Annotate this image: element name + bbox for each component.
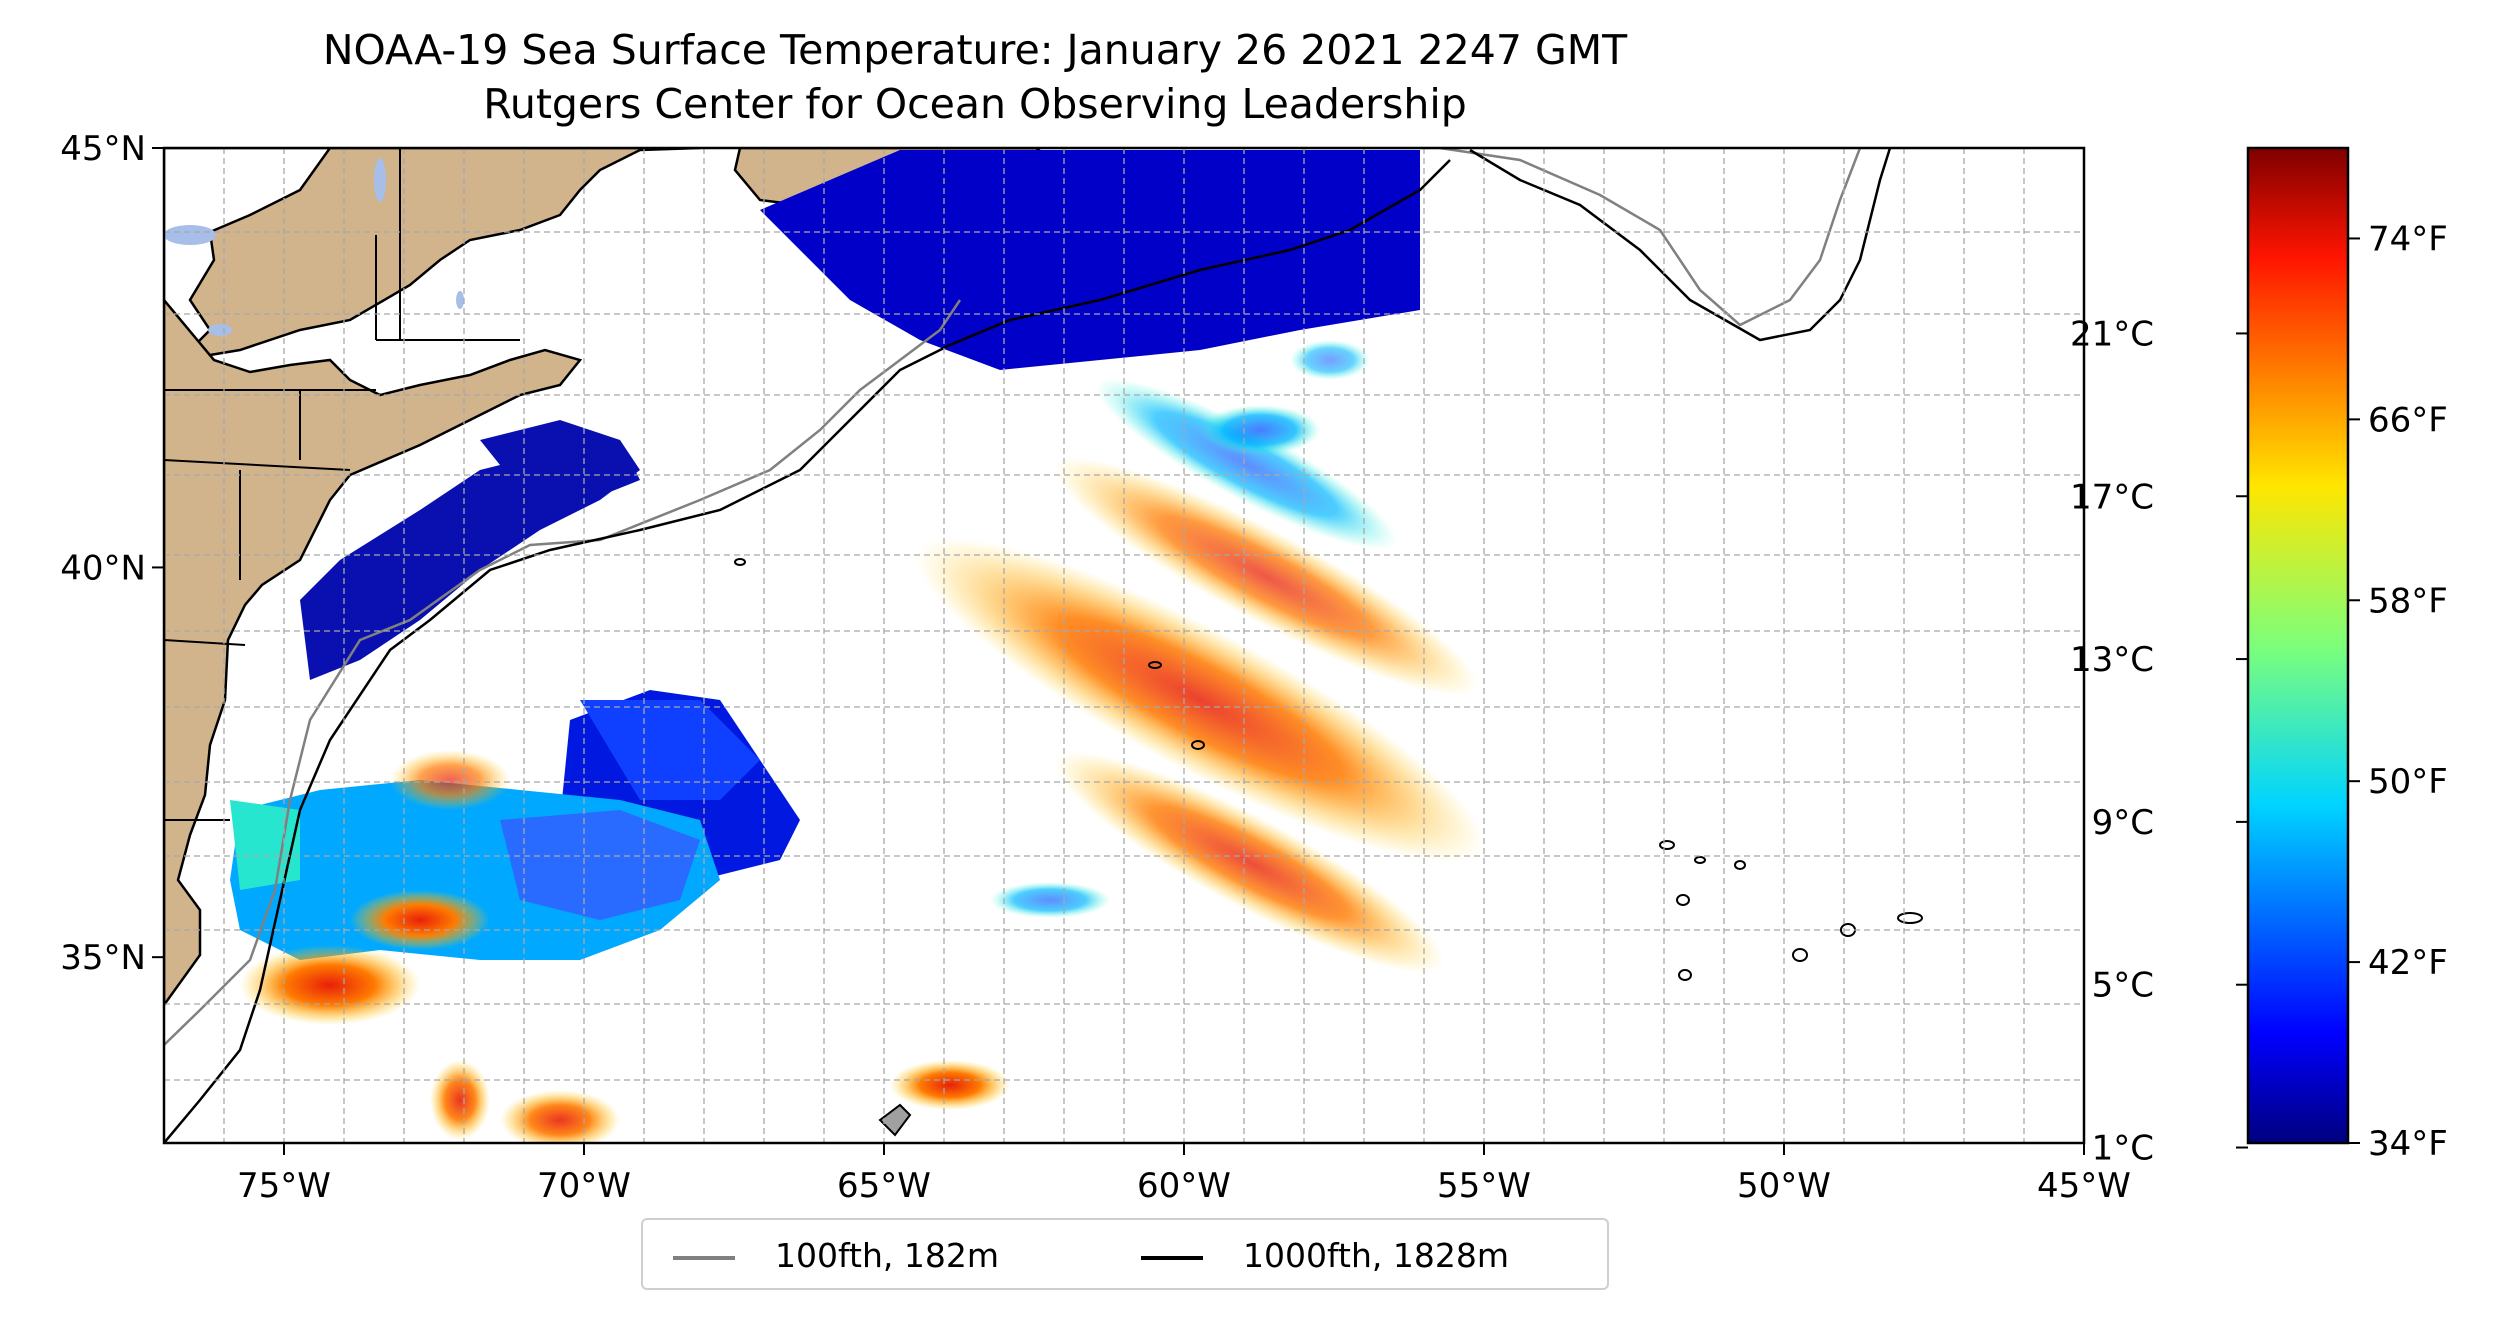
cbar-c-tick-label: 21°C — [2070, 314, 2154, 354]
lon-tick-label: 55°W — [1437, 1166, 1531, 1206]
gridlines — [164, 148, 2084, 1143]
land-mass-east-coast — [164, 148, 583, 1008]
cbar-f-tick-label: 58°F — [2368, 581, 2448, 621]
legend: 100fth, 182m 1000fth, 1828m — [641, 1218, 1609, 1290]
cbar-c-tick-label: 17°C — [2070, 477, 2154, 517]
chart-title: NOAA-19 Sea Surface Temperature: January… — [322, 26, 1628, 74]
longitude-axis: 75°W 70°W 65°W 60°W 55°W 50°W 45°W — [237, 1143, 2131, 1206]
land-mass — [164, 148, 701, 362]
chart-subtitle: Rutgers Center for Ocean Observing Leade… — [483, 80, 1467, 128]
lakes — [164, 158, 464, 336]
legend-line-1000fth — [1141, 1256, 1203, 1260]
state-borders — [164, 148, 520, 821]
cbar-f-tick-label: 50°F — [2368, 762, 2448, 802]
map-area — [164, 148, 2084, 1143]
cbar-f-tick-label: 74°F — [2368, 219, 2448, 259]
lat-tick-label: 40°N — [60, 548, 146, 588]
lon-tick-label: 65°W — [837, 1166, 931, 1206]
lon-tick-label: 50°W — [1737, 1166, 1831, 1206]
cbar-c-tick-label: 1°C — [2092, 1129, 2154, 1169]
lat-tick-label: 35°N — [60, 938, 146, 978]
legend-label-100fth: 100fth, 182m — [775, 1236, 999, 1275]
cbar-c-tick-label: 5°C — [2092, 966, 2154, 1006]
isobath-100fth — [164, 148, 1862, 1046]
sst-data — [230, 150, 1485, 1143]
bermuda — [878, 1103, 912, 1137]
map-frame — [162, 146, 2086, 1145]
lon-tick-label: 60°W — [1137, 1166, 1231, 1206]
legend-label-1000fth: 1000fth, 1828m — [1243, 1236, 1509, 1275]
lon-tick-label: 70°W — [537, 1166, 631, 1206]
latitude-axis: 45°N 40°N 35°N — [60, 129, 164, 978]
lat-tick-label: 45°N — [60, 129, 146, 169]
cbar-f-tick-label: 42°F — [2368, 943, 2448, 983]
colorbar — [2246, 146, 2350, 1145]
cbar-c-tick-label: 9°C — [2092, 803, 2154, 843]
lon-tick-label: 75°W — [237, 1166, 331, 1206]
cbar-c-tick-label: 13°C — [2070, 640, 2154, 680]
isobath-1000fth — [164, 148, 1892, 1143]
cbar-f-tick-label: 66°F — [2368, 400, 2448, 440]
lon-tick-label: 45°W — [2037, 1166, 2131, 1206]
colorbar-ticks: 74°F 66°F 58°F 50°F 42°F 34°F 21°C 17°C 13°C 9°C 5… — [2070, 219, 2448, 1168]
cbar-f-tick-label: 34°F — [2368, 1124, 2448, 1164]
legend-line-100fth — [673, 1256, 735, 1260]
